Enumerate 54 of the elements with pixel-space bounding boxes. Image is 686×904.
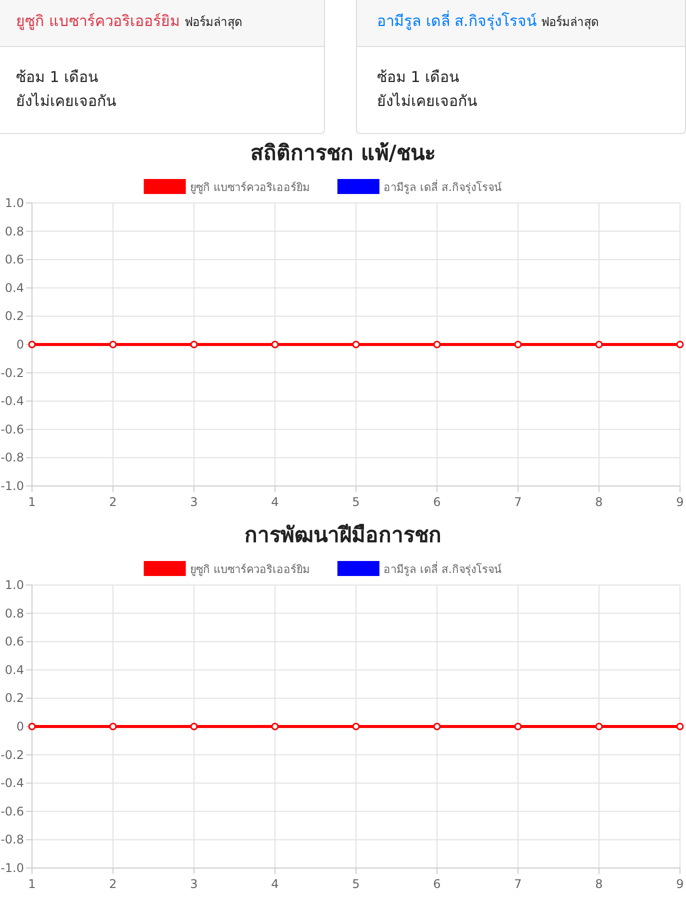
x-tick-label: 5	[352, 877, 360, 891]
text: ฟอร์มล่าสุด	[541, 15, 600, 29]
x-tick-label: 8	[595, 495, 603, 509]
y-tick-label: -0.8	[0, 450, 24, 465]
x-tick-label: 8	[595, 877, 603, 891]
text: ยูซูกิ แบซาร์ควอริเออร์ยิม	[16, 12, 180, 30]
y-tick-label: -0.6	[0, 422, 24, 436]
y-tick-label: -0.2	[0, 748, 24, 762]
y-tick-label: -0.4	[0, 394, 24, 408]
text: ยังไม่เคยเจอกัน	[377, 91, 478, 112]
x-tick-label: 7	[514, 495, 522, 509]
y-tick-label: 0.2	[4, 309, 24, 324]
text: ซ้อม 1 เดือน	[377, 67, 460, 88]
x-tick-label: 1	[28, 495, 36, 509]
y-tick-label: 0.8	[4, 224, 24, 238]
x-tick-label: 6	[433, 495, 441, 509]
text: ฟอร์มล่าสุด	[184, 15, 243, 29]
y-tick-label: -1.0	[0, 861, 24, 875]
x-tick-label: 9	[676, 877, 684, 891]
y-tick-label: 0	[16, 338, 24, 352]
legend-label: ยูซูกิ แบซาร์ควอริเออร์ยิม	[190, 181, 310, 194]
y-tick-label: 0.4	[4, 280, 24, 295]
y-tick-label: -0.6	[0, 804, 24, 818]
y-tick-label: -0.2	[0, 366, 24, 380]
legend-label: อามีรูล เดลี่ ส.กิจรุ่งโรจน์	[383, 561, 502, 576]
y-tick-label: 0.4	[4, 662, 24, 677]
x-tick-label: 7	[514, 877, 522, 891]
x-tick-label: 4	[271, 877, 279, 891]
y-tick-label: 0.6	[4, 634, 24, 649]
y-tick-label: 0.6	[4, 252, 24, 267]
x-tick-label: 3	[190, 877, 198, 891]
y-tick-label: -0.4	[0, 776, 24, 790]
text: ซ้อม 1 เดือน	[16, 67, 100, 88]
y-tick-label: 1.0	[4, 196, 24, 210]
y-tick-label: 0	[16, 720, 24, 734]
legend-label: ยูซูกิ แบซาร์ควอริเออร์ยิม	[190, 563, 310, 576]
x-tick-label: 3	[190, 495, 198, 509]
y-tick-label: 0.2	[4, 691, 24, 706]
chart-title: การพัฒนาฝีมือการชก	[244, 523, 442, 547]
x-tick-label: 5	[352, 495, 360, 509]
legend-label: อามีรูล เดลี่ ส.กิจรุ่งโรจน์	[383, 179, 502, 194]
x-tick-label: 2	[109, 877, 117, 891]
x-tick-label: 4	[271, 495, 279, 509]
x-tick-label: 9	[676, 495, 684, 509]
y-tick-label: -0.8	[0, 832, 24, 847]
x-tick-label: 1	[28, 877, 36, 891]
text: อามีรูล เดลี่ ส.กิจรุ่งโรจน์	[377, 12, 536, 30]
x-tick-label: 2	[109, 495, 117, 509]
y-tick-label: 1.0	[4, 578, 24, 592]
text: ยังไม่เคยเจอกัน	[16, 91, 117, 112]
y-tick-label: -1.0	[0, 479, 24, 493]
chart-title: สถิติการชก แพ้/ชนะ	[250, 141, 436, 165]
x-tick-label: 6	[433, 877, 441, 891]
y-tick-label: 0.8	[4, 606, 24, 620]
